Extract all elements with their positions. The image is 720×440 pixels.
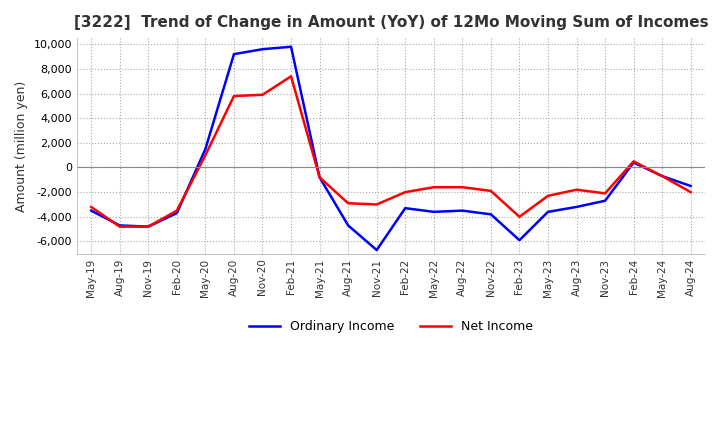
Line: Ordinary Income: Ordinary Income <box>91 47 690 250</box>
Ordinary Income <box>144 224 153 229</box>
Net Income <box>287 73 295 79</box>
Net Income <box>315 175 324 180</box>
Net Income <box>144 224 153 229</box>
Net Income <box>115 224 124 229</box>
Ordinary Income <box>258 47 267 52</box>
Net Income <box>173 208 181 213</box>
Ordinary Income <box>230 51 238 57</box>
Ordinary Income <box>544 209 552 214</box>
Y-axis label: Amount (million yen): Amount (million yen) <box>15 81 28 212</box>
Net Income <box>344 201 353 206</box>
Net Income <box>429 184 438 190</box>
Net Income <box>686 190 695 195</box>
Ordinary Income <box>115 223 124 228</box>
Ordinary Income <box>487 212 495 217</box>
Net Income <box>258 92 267 97</box>
Ordinary Income <box>515 238 523 243</box>
Net Income <box>487 188 495 194</box>
Ordinary Income <box>600 198 609 203</box>
Ordinary Income <box>458 208 467 213</box>
Ordinary Income <box>372 247 381 253</box>
Ordinary Income <box>572 204 581 209</box>
Net Income <box>544 193 552 198</box>
Ordinary Income <box>287 44 295 49</box>
Net Income <box>230 93 238 99</box>
Net Income <box>658 173 667 179</box>
Net Income <box>629 159 638 164</box>
Ordinary Income <box>315 175 324 180</box>
Net Income <box>87 204 96 209</box>
Net Income <box>458 184 467 190</box>
Ordinary Income <box>173 210 181 216</box>
Legend: Ordinary Income, Net Income: Ordinary Income, Net Income <box>244 315 538 338</box>
Net Income <box>515 214 523 220</box>
Line: Net Income: Net Income <box>91 76 690 227</box>
Net Income <box>572 187 581 192</box>
Ordinary Income <box>344 223 353 228</box>
Ordinary Income <box>201 147 210 152</box>
Net Income <box>372 202 381 207</box>
Net Income <box>201 153 210 158</box>
Net Income <box>401 190 410 195</box>
Net Income <box>600 191 609 196</box>
Ordinary Income <box>87 208 96 213</box>
Ordinary Income <box>429 209 438 214</box>
Ordinary Income <box>629 160 638 165</box>
Ordinary Income <box>658 173 667 179</box>
Ordinary Income <box>686 183 695 189</box>
Ordinary Income <box>401 205 410 211</box>
Title: [3222]  Trend of Change in Amount (YoY) of 12Mo Moving Sum of Incomes: [3222] Trend of Change in Amount (YoY) o… <box>73 15 708 30</box>
